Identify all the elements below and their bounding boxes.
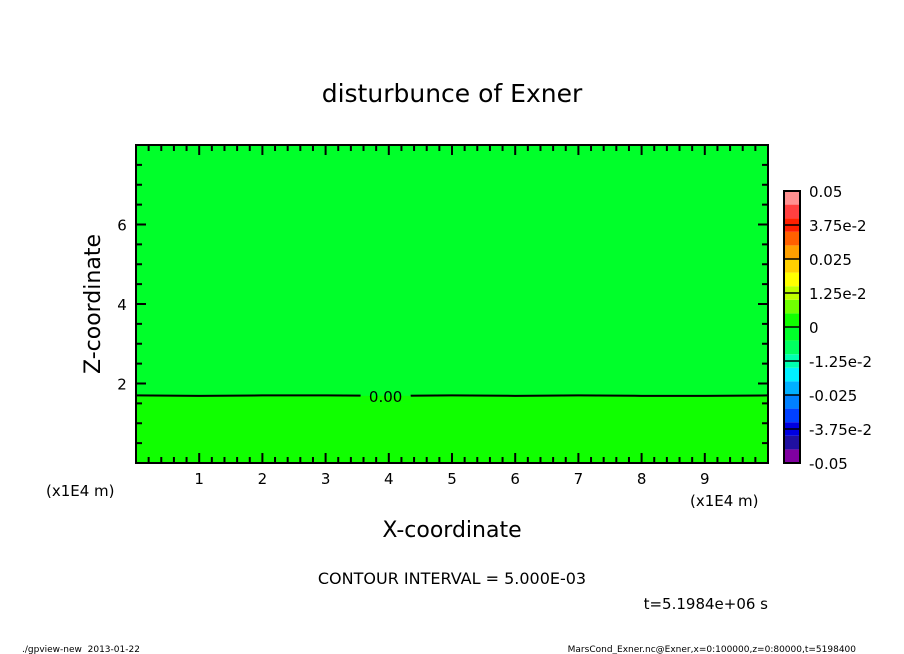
filled-region bbox=[136, 145, 768, 396]
x-tick-label: 8 bbox=[637, 470, 647, 488]
y-axis-label: Z-coordinate bbox=[81, 234, 106, 374]
colorbar-label: -1.25e-2 bbox=[809, 353, 872, 371]
contour-interval: CONTOUR INTERVAL = 5.000E-03 bbox=[318, 569, 586, 588]
y-tick-label: 6 bbox=[117, 217, 127, 235]
y-tick-label: 4 bbox=[117, 296, 127, 314]
y-tick-label: 2 bbox=[117, 376, 127, 394]
colorbar-label: -3.75e-2 bbox=[809, 421, 872, 439]
colorbar-band bbox=[784, 408, 800, 423]
colorbar-label: 0 bbox=[809, 319, 819, 337]
colorbar-label: 0.05 bbox=[809, 183, 842, 201]
colorbar-band bbox=[784, 299, 800, 314]
x-tick-label: 9 bbox=[700, 470, 710, 488]
chart-title: disturbunce of Exner bbox=[322, 79, 583, 108]
colorbar-label: 1.25e-2 bbox=[809, 285, 867, 303]
filled-region bbox=[136, 395, 768, 463]
x-tick-label: 6 bbox=[510, 470, 520, 488]
colorbar-band bbox=[784, 313, 800, 327]
x-tick-label: 3 bbox=[321, 470, 331, 488]
colorbar-label: 3.75e-2 bbox=[809, 217, 867, 235]
footer-left: ./gpview-new 2013-01-22 bbox=[22, 645, 140, 654]
x-tick-label: 4 bbox=[384, 470, 394, 488]
colorbar-band bbox=[784, 204, 800, 219]
colorbar-label: -0.025 bbox=[809, 387, 857, 405]
colorbar-band bbox=[784, 367, 800, 382]
x-tick-label: 2 bbox=[258, 470, 268, 488]
colorbar-label: 0.025 bbox=[809, 251, 852, 269]
colorbar-band bbox=[784, 245, 800, 259]
x-unit-right: (x1E4 m) bbox=[690, 492, 759, 510]
colorbar-band bbox=[784, 327, 800, 341]
x-axis-label: X-coordinate bbox=[382, 518, 521, 543]
time-label: t=5.1984e+06 s bbox=[644, 595, 769, 613]
colorbar: 0.05 3.75e-2 0.025 1.25e-2 0 -1.25e-2 -0.025 -3… bbox=[783, 183, 872, 473]
plot-area: 0.00 bbox=[135, 144, 769, 464]
colorbar-band bbox=[784, 191, 800, 205]
x-tick-label: 5 bbox=[447, 470, 457, 488]
colorbar-band bbox=[784, 259, 800, 273]
x-tick-label: 1 bbox=[194, 470, 204, 488]
x-tick-label: 7 bbox=[574, 470, 584, 488]
colorbar-band bbox=[784, 435, 800, 450]
colorbar-band bbox=[784, 395, 800, 409]
x-unit-left: (x1E4 m) bbox=[46, 482, 115, 500]
contour-label: 0.00 bbox=[369, 388, 402, 406]
colorbar-frame bbox=[783, 190, 801, 464]
colorbar-band bbox=[784, 340, 800, 355]
colorbar-band bbox=[784, 231, 800, 246]
colorbar-band bbox=[784, 449, 800, 463]
colorbar-label: -0.05 bbox=[809, 455, 848, 473]
colorbar-band bbox=[784, 381, 800, 395]
colorbar-band bbox=[784, 272, 800, 287]
axis-ticks: 1 2 3 4 5 6 7 8 9 2 4 6 bbox=[117, 144, 769, 488]
footer-right: MarsCond_Exner.nc@Exner,x=0:100000,z=0:8… bbox=[568, 645, 857, 654]
contour-label-bg bbox=[360, 395, 411, 404]
